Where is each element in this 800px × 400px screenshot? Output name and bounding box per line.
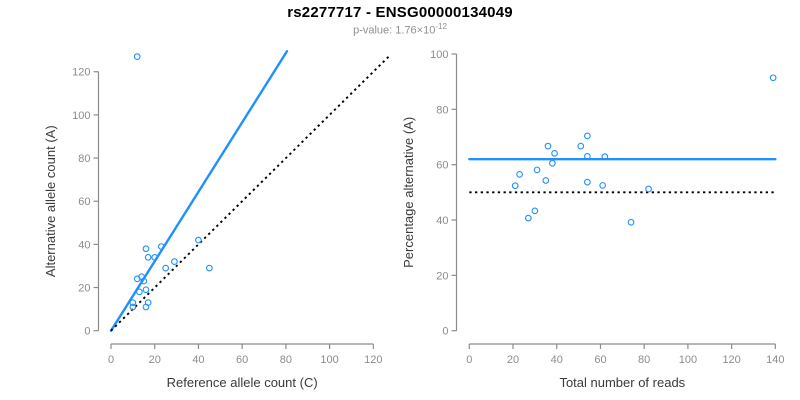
x-axis: 0 20 40 60 80 100 120 140 Total number of reads [466,343,785,390]
data-point [140,277,148,285]
data-point [769,74,777,82]
x-axis: 0 20 40 60 80 100 120 Reference allele count (C… [108,343,382,390]
pvalue-text: p-value: 1.76×10 [353,24,436,37]
x-tick-label: 20 [149,354,161,366]
page-title: rs2277717 - ENSG00000134049 [287,4,513,21]
data-point [524,214,532,222]
y-tick-label: 20 [436,270,448,282]
data-points [511,74,777,226]
data-point [516,171,523,178]
data-point [583,178,591,186]
data-point [645,185,652,193]
x-tick-label: 20 [507,354,519,366]
x-axis-title: Reference allele count (C) [167,375,318,390]
y-tick-label: 100 [430,49,448,61]
y-axis: 0 20 40 60 80 100 120 Alternative allele count … [43,67,100,338]
x-tick-label: 100 [679,354,697,366]
x-tick-label: 0 [108,354,114,366]
chart-header: rs2277717 - ENSG00000134049 p-value: 1.7… [0,4,800,37]
identity-line [110,55,390,332]
x-tick-label: 40 [551,354,563,366]
data-point [157,243,165,250]
data-point [601,153,609,161]
pvalue-subtitle: p-value: 1.76×10-12 [0,22,800,37]
pvalue-exponent: -12 [435,22,447,31]
y-axis-title: Percentage alternative (A) [401,117,416,268]
y-tick-label: 40 [436,215,448,227]
data-point [171,258,178,265]
data-point [142,286,150,294]
data-point [133,53,141,60]
x-tick-label: 100 [320,354,338,366]
x-tick-label: 0 [466,354,472,366]
plot-reads-vs-percentage: 0 20 40 60 80 100 Percentage alternative (A) 0 2… [401,49,785,390]
y-tick-label: 0 [442,326,448,338]
data-point [142,303,150,311]
y-tick-label: 100 [72,110,90,122]
data-point [129,299,137,306]
data-point [162,264,169,272]
data-point [206,264,213,272]
data-point [627,218,635,226]
data-point [151,253,159,261]
y-tick-label: 80 [436,104,448,116]
data-point [583,153,591,160]
data-point [531,207,539,215]
data-point [144,253,152,261]
y-axis: 0 20 40 60 80 100 Percentage alternative (A) [401,49,458,338]
y-tick-label: 120 [72,67,90,79]
data-point [551,149,558,157]
x-tick-label: 60 [594,354,606,366]
y-tick-label: 0 [84,326,90,338]
y-tick-label: 60 [436,160,448,172]
y-tick-label: 80 [78,153,90,165]
data-point [136,288,143,296]
data-point [544,142,552,150]
data-point [549,159,556,167]
x-axis-title: Total number of reads [559,375,685,390]
x-tick-label: 80 [280,354,292,366]
plot-ref-vs-alt: 0 20 40 60 80 100 120 Alternative allele count … [43,50,390,390]
x-tick-label: 60 [236,354,248,366]
x-tick-label: 40 [192,354,204,366]
x-tick-label: 120 [364,354,382,366]
data-point [129,303,137,311]
x-tick-label: 120 [722,354,740,366]
y-axis-title: Alternative allele count (A) [43,125,58,277]
x-tick-label: 140 [766,354,784,366]
data-points [129,53,213,311]
data-point [195,236,202,244]
data-point [533,166,541,174]
data-point [511,182,519,190]
data-point [599,182,606,189]
data-point [577,142,585,150]
data-point [583,132,591,140]
data-point [142,245,150,253]
data-point [542,177,550,184]
y-tick-label: 20 [78,283,90,295]
fit-line [109,50,289,332]
x-tick-label: 80 [638,354,650,366]
y-tick-label: 40 [78,239,90,251]
y-tick-label: 60 [78,196,90,208]
